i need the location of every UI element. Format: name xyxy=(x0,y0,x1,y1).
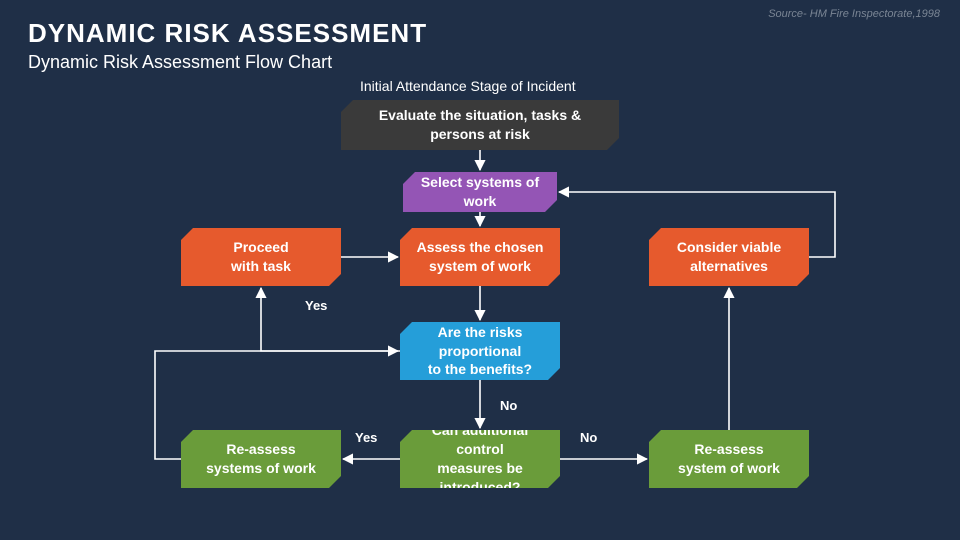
node-risks: Are the risks proportionalto the benefit… xyxy=(400,322,560,380)
edge-label-risks-yes: Yes xyxy=(305,298,327,313)
node-reassess-right: Re-assesssystem of work xyxy=(649,430,809,488)
node-consider: Consider viablealternatives xyxy=(649,228,809,286)
node-proceed: Proceedwith task xyxy=(181,228,341,286)
node-addctrl: Can additional controlmeasures be introd… xyxy=(400,430,560,488)
caption-initial-stage: Initial Attendance Stage of Incident xyxy=(360,78,576,94)
edge-label-addctrl-yes: Yes xyxy=(355,430,377,445)
node-assess: Assess the chosensystem of work xyxy=(400,228,560,286)
node-reassess-left: Re-assesssystems of work xyxy=(181,430,341,488)
node-evaluate: Evaluate the situation, tasks & persons … xyxy=(341,100,619,150)
source-attribution: Source- HM Fire Inspectorate,1998 xyxy=(768,8,940,20)
node-select: Select systems of work xyxy=(403,172,557,212)
page-subtitle: Dynamic Risk Assessment Flow Chart xyxy=(28,52,332,73)
edge-label-addctrl-no: No xyxy=(580,430,597,445)
edge-label-risks-no: No xyxy=(500,398,517,413)
page-title: DYNAMIC RISK ASSESSMENT xyxy=(28,18,427,49)
